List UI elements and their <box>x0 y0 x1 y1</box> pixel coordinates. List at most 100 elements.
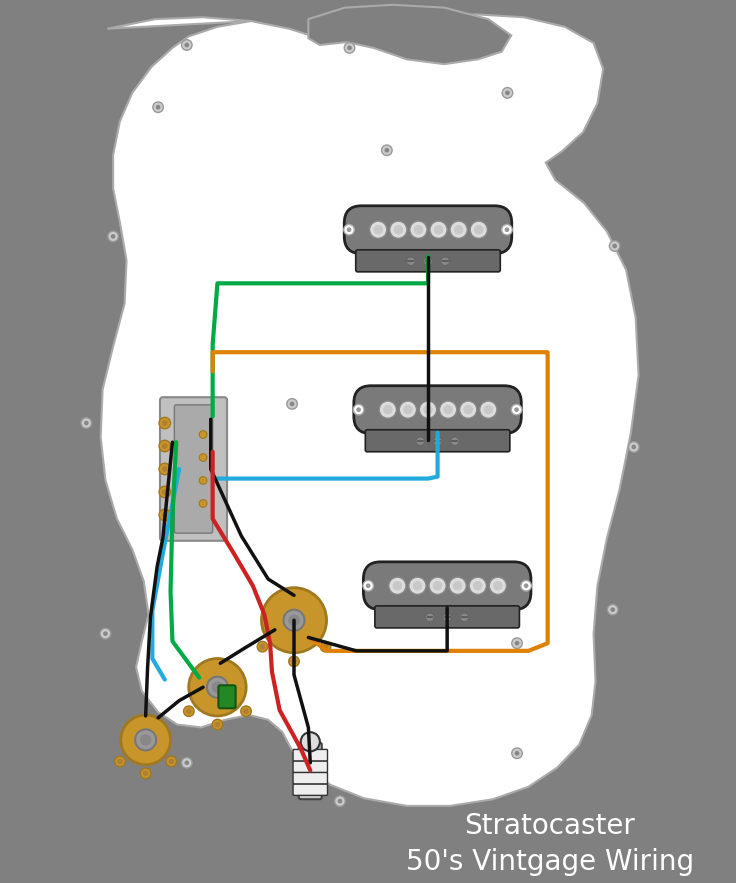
Circle shape <box>433 581 442 591</box>
Circle shape <box>356 407 361 412</box>
Circle shape <box>215 721 220 728</box>
Circle shape <box>406 257 415 266</box>
Circle shape <box>502 224 512 235</box>
Circle shape <box>141 768 151 779</box>
Circle shape <box>400 401 417 419</box>
FancyBboxPatch shape <box>375 606 520 628</box>
Circle shape <box>182 758 192 768</box>
Circle shape <box>260 644 266 650</box>
Circle shape <box>289 656 300 667</box>
Circle shape <box>140 734 152 745</box>
Circle shape <box>212 720 223 730</box>
Circle shape <box>449 577 467 594</box>
Circle shape <box>434 437 442 446</box>
Circle shape <box>609 241 620 252</box>
FancyBboxPatch shape <box>355 250 500 272</box>
Circle shape <box>291 659 297 664</box>
Circle shape <box>514 407 519 412</box>
Circle shape <box>453 581 462 591</box>
FancyBboxPatch shape <box>344 206 512 253</box>
Circle shape <box>464 405 473 414</box>
Circle shape <box>484 405 493 414</box>
Circle shape <box>283 609 305 630</box>
Circle shape <box>434 225 443 235</box>
Circle shape <box>338 799 342 804</box>
Circle shape <box>188 659 246 716</box>
Circle shape <box>474 225 484 235</box>
Circle shape <box>392 581 402 591</box>
Circle shape <box>182 40 192 50</box>
Circle shape <box>162 512 168 517</box>
Circle shape <box>416 437 425 446</box>
Circle shape <box>512 748 523 758</box>
Circle shape <box>631 444 636 449</box>
FancyBboxPatch shape <box>364 562 531 609</box>
Circle shape <box>489 577 506 594</box>
Circle shape <box>505 90 510 95</box>
Circle shape <box>290 402 294 406</box>
Circle shape <box>610 608 615 612</box>
Circle shape <box>84 420 89 426</box>
Circle shape <box>420 401 436 419</box>
Circle shape <box>366 584 371 588</box>
Circle shape <box>394 225 403 235</box>
Circle shape <box>414 225 423 235</box>
Circle shape <box>162 466 168 472</box>
Circle shape <box>199 477 207 484</box>
Circle shape <box>423 405 433 414</box>
Circle shape <box>521 580 531 591</box>
Circle shape <box>322 644 328 650</box>
Circle shape <box>183 706 194 716</box>
Circle shape <box>159 509 171 521</box>
Polygon shape <box>101 14 639 806</box>
Circle shape <box>212 682 223 693</box>
Circle shape <box>460 613 469 622</box>
Circle shape <box>363 580 373 591</box>
Circle shape <box>403 405 413 414</box>
Circle shape <box>379 401 397 419</box>
Circle shape <box>390 221 407 238</box>
Circle shape <box>108 231 118 242</box>
Circle shape <box>384 147 389 153</box>
Circle shape <box>470 221 487 238</box>
Circle shape <box>162 443 168 449</box>
Circle shape <box>257 641 268 652</box>
Circle shape <box>450 221 467 238</box>
Circle shape <box>81 418 91 428</box>
Circle shape <box>514 751 520 756</box>
Circle shape <box>429 577 446 594</box>
Circle shape <box>502 87 513 98</box>
Circle shape <box>289 615 300 626</box>
Circle shape <box>207 676 228 698</box>
Circle shape <box>425 613 434 622</box>
Circle shape <box>389 577 406 594</box>
FancyBboxPatch shape <box>293 784 328 796</box>
Circle shape <box>199 431 207 438</box>
Circle shape <box>169 758 174 765</box>
Circle shape <box>381 145 392 155</box>
Circle shape <box>159 464 171 475</box>
Circle shape <box>413 581 422 591</box>
Circle shape <box>524 584 528 588</box>
Circle shape <box>156 105 160 109</box>
Circle shape <box>443 405 453 414</box>
Circle shape <box>629 442 639 452</box>
Circle shape <box>166 756 177 766</box>
Circle shape <box>301 732 320 751</box>
Circle shape <box>117 758 123 765</box>
Circle shape <box>409 577 426 594</box>
Circle shape <box>110 234 116 238</box>
Circle shape <box>514 641 520 645</box>
FancyBboxPatch shape <box>219 685 236 708</box>
Circle shape <box>320 641 330 652</box>
Circle shape <box>505 227 509 232</box>
Circle shape <box>493 581 503 591</box>
Circle shape <box>512 638 523 648</box>
Circle shape <box>430 221 447 238</box>
Circle shape <box>143 771 149 776</box>
Circle shape <box>443 613 451 622</box>
Circle shape <box>424 257 432 266</box>
Circle shape <box>344 42 355 53</box>
Circle shape <box>261 588 327 653</box>
FancyBboxPatch shape <box>293 750 328 761</box>
